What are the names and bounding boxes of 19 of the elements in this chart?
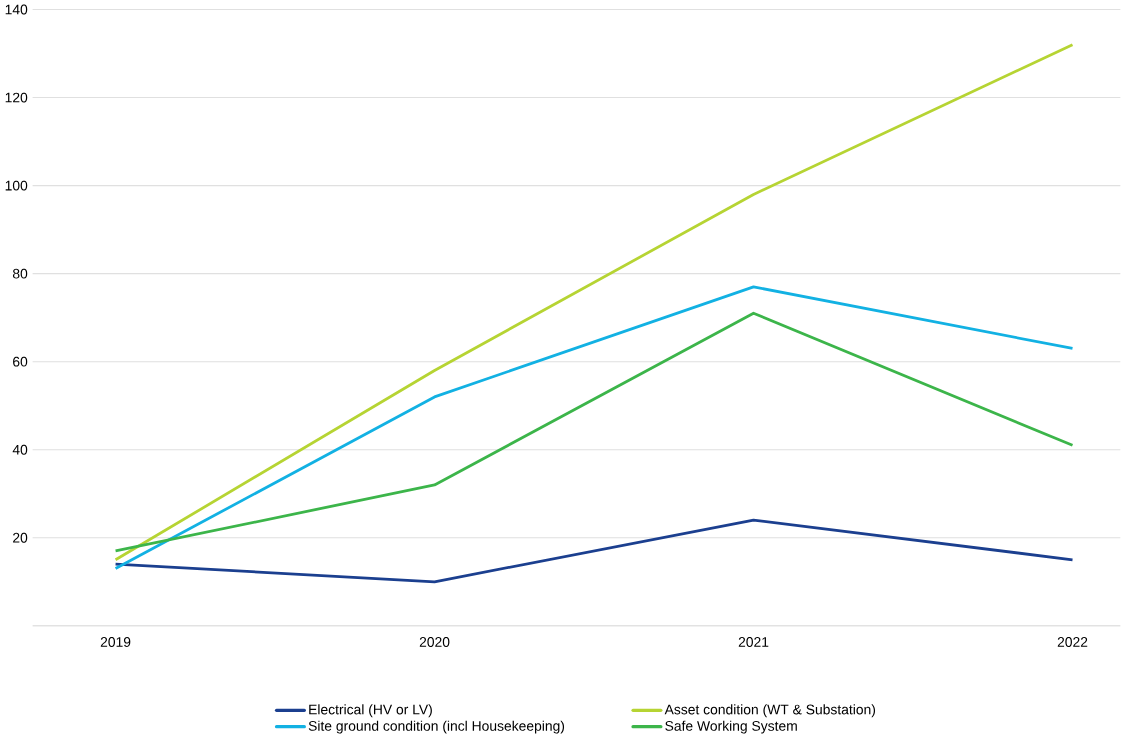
x-tick-label: 2019: [100, 637, 131, 647]
legend-label: Site ground condition (incl Housekeeping): [308, 720, 565, 734]
line-series: [114, 43, 1074, 562]
y-tick-label: 120: [5, 92, 28, 103]
line-series: [114, 518, 1074, 584]
y-tick-label: 60: [13, 356, 28, 367]
y-tick-label: 140: [5, 4, 28, 15]
x-tick-label: 2021: [738, 637, 769, 647]
x-tick-label: 2020: [419, 637, 450, 647]
legend-label: Asset condition (WT & Substation): [664, 704, 876, 718]
legend-label: Safe Working System: [665, 720, 797, 734]
legend-label: Electrical (HV or LV): [309, 704, 432, 718]
x-tick-label: 2022: [1057, 637, 1088, 647]
line-series: [114, 285, 1074, 570]
y-tick-label: 20: [13, 532, 28, 543]
y-tick-label: 40: [12, 444, 28, 455]
y-tick-label: 80: [12, 268, 28, 279]
y-tick-label: 100: [5, 180, 28, 191]
line-series: [114, 311, 1074, 553]
